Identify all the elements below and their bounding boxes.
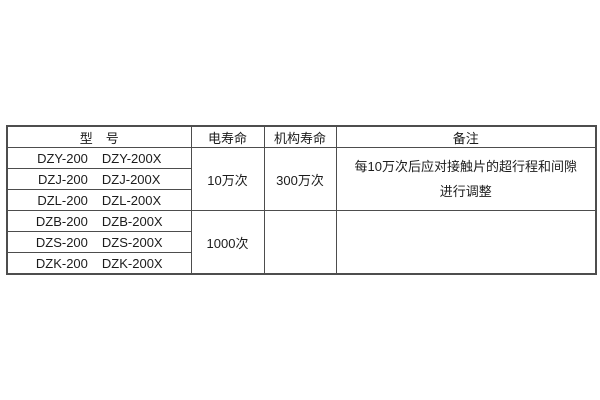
table-row: DZL-200 DZL-200X — [6, 189, 596, 211]
mechanical-life-cell: 300万次 — [263, 147, 337, 211]
mechanical-life-cell — [263, 210, 337, 275]
model-name: DZK-200 — [35, 255, 88, 271]
model-name: DZL-200 — [37, 192, 88, 208]
model-cell: DZK-200 DZK-200X — [6, 252, 192, 275]
spec-table: 型 号 电寿命 机构寿命 备注 DZY-200 DZY-200X 10万次 30… — [6, 125, 597, 275]
remarks-note-line: 进行调整 — [439, 184, 492, 199]
model-name: DZY-200 — [37, 150, 88, 166]
model-name-variant: DZK-200X — [101, 255, 163, 271]
remarks-note-line: 每10万次后应对接触片的超行程和间隙 — [354, 159, 577, 174]
table-header-row: 型 号 电寿命 机构寿命 备注 — [6, 125, 597, 148]
table-row: DZS-200 DZS-200X — [6, 231, 596, 253]
model-name: DZJ-200 — [38, 171, 88, 187]
remarks-cell: 每10万次后应对接触片的超行程和间隙 进行调整 — [335, 147, 597, 211]
model-name-variant: DZL-200X — [101, 192, 162, 208]
model-name: DZB-200 — [35, 213, 88, 229]
model-name-variant: DZS-200X — [101, 234, 163, 250]
model-cell: DZJ-200 DZJ-200X — [6, 168, 192, 190]
model-cell: DZS-200 DZS-200X — [6, 231, 192, 253]
model-cell: DZB-200 DZB-200X — [6, 210, 192, 232]
model-cell: DZL-200 DZL-200X — [6, 189, 192, 211]
electrical-life-cell: 10万次 — [190, 147, 265, 211]
column-header-mechanical-life: 机构寿命 — [263, 125, 337, 148]
column-header-remarks: 备注 — [335, 125, 597, 148]
model-name-variant: DZJ-200X — [101, 171, 161, 187]
table-row: DZK-200 DZK-200X — [6, 252, 596, 275]
electrical-life-cell: 1000次 — [190, 210, 265, 275]
remarks-cell — [335, 210, 597, 275]
model-name-variant: DZB-200X — [101, 213, 163, 229]
table-row: DZJ-200 DZJ-200X — [6, 168, 596, 190]
model-cell: DZY-200 DZY-200X — [6, 147, 192, 169]
table-row: DZY-200 DZY-200X 10万次 300万次 每10万次后应对接触片的… — [6, 147, 597, 211]
model-name: DZS-200 — [35, 234, 88, 250]
column-header-electrical-life: 电寿命 — [190, 125, 265, 148]
column-header-model: 型 号 — [6, 125, 192, 148]
model-name-variant: DZY-200X — [101, 150, 162, 166]
table-row: DZB-200 DZB-200X 1000次 — [6, 210, 597, 275]
